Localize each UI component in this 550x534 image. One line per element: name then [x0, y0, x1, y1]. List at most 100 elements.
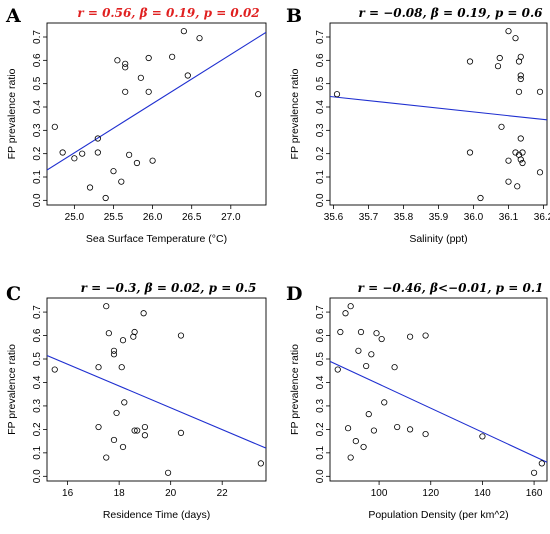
panel-b-data-point [496, 54, 503, 62]
panel-b-x-tick-label: 36.0 [464, 212, 484, 223]
panel-b-x-tick-label: 35.9 [429, 212, 449, 223]
panel-c-data-point [131, 328, 138, 336]
panel-b-x-tick-label: 35.7 [359, 212, 379, 223]
panel-b-data-point [512, 35, 519, 42]
panel-b-data-point [514, 183, 521, 190]
panel-b-x-tick-label: 35.6 [324, 212, 344, 223]
panel-c-data-point [134, 427, 141, 434]
panel-d-y-tick-label: 0.2 [315, 422, 326, 436]
panel-b-y-tick-label: 0.7 [315, 30, 326, 44]
panel-c-letter: C [6, 283, 21, 305]
panel-b-x-tick-label: 35.8 [394, 212, 414, 223]
panel-d-data-point [370, 427, 378, 434]
panel-a-data-point [145, 54, 152, 62]
panel-c-data-point [95, 423, 102, 431]
panel-a-y-tick-label: 0.7 [32, 30, 43, 44]
panel-b-data-point [519, 159, 526, 167]
panel-a-data-point [86, 184, 94, 191]
panel-a-x-tick-label: 25.0 [65, 212, 85, 223]
panel-c-data-point [110, 436, 118, 444]
panel-c-x-tick-label: 16 [62, 488, 74, 499]
panel-b-letter: B [286, 5, 302, 27]
panel-d-data-point [347, 454, 354, 461]
panel-a-x-tick-label: 27.0 [221, 212, 241, 223]
panel-c-data-point [177, 332, 185, 339]
panel-a-data-point [133, 159, 141, 167]
panel-b-y-tick-label: 0.1 [315, 170, 326, 184]
panel-a-y-tick-label: 0.6 [32, 53, 43, 67]
panel-d-y-tick-label: 0.7 [315, 305, 326, 319]
panel-c-data-point [119, 443, 127, 451]
panel-c-data-point [164, 469, 172, 476]
panel-c-y-tick-label: 0.3 [32, 399, 43, 413]
panel-d-y-tick-label: 0.5 [315, 352, 326, 366]
panel-c-y-tick-label: 0.5 [32, 352, 43, 366]
panel-b-data-point [494, 63, 502, 70]
panel-d-data-point [422, 332, 429, 339]
panel-a-y-axis-label: FP prevalence ratio [6, 68, 18, 159]
panel-d-y-tick-label: 0.6 [315, 328, 326, 342]
panel-c-data-point [177, 429, 185, 437]
panel-d-data-point [363, 362, 370, 370]
panel-c-data-point [118, 364, 125, 371]
panel-b-x-axis-label: Salinity (ppt) [409, 233, 467, 245]
panel-b-data-point [515, 88, 523, 95]
panel-a-x-tick-label: 26.5 [182, 212, 202, 223]
panel-d-data-point [406, 426, 414, 433]
panel-b-group: 35.6 35.7 35.8 35.9 36.0 36.1 36.2 0.0 0.1 0.2 0.3… [286, 5, 550, 245]
panel-a-data-point [255, 91, 262, 98]
panel-d-regression-line [330, 360, 547, 463]
panel-b-data-point [466, 58, 474, 65]
panel-b-data-point [505, 178, 512, 185]
panel-b-data-point [498, 123, 505, 130]
panel-c-y-tick-label: 0.6 [32, 328, 43, 342]
panel-b-data-point [466, 149, 474, 156]
panel-c-data-point [119, 337, 127, 344]
panel-b-y-tick-label: 0.6 [315, 53, 326, 67]
panel-c-data-point [131, 427, 138, 434]
panel-d-y-axis-label: FP prevalence ratio [289, 344, 301, 435]
panel-d-data-point [342, 310, 349, 317]
panel-b-plot-frame [329, 22, 548, 206]
panel-a-data-point [122, 60, 129, 67]
panel-a-letter: A [5, 5, 21, 27]
panel-d-stat-text: r = −0.46, β<−0.01, p = 0.1 [358, 281, 544, 295]
panel-c-data-point [110, 347, 118, 354]
panel-c-data-point [51, 366, 58, 373]
panel-b-data-point [517, 72, 524, 79]
panel-c-regression-line [47, 354, 266, 449]
panel-c-data-point [130, 333, 137, 340]
panel-a-y-tick-label: 0.2 [32, 146, 43, 160]
panel-d-y-tick-label: 0.0 [315, 469, 326, 483]
panel-a-data-point [122, 88, 129, 95]
panel-b-x-tick-label: 36.1 [499, 212, 519, 223]
panel-c-data-point [121, 399, 128, 406]
panel-d-plot-frame [329, 297, 548, 482]
panel-a-y-tick-label: 0.4 [32, 100, 43, 114]
panel-c-data-point [95, 364, 102, 371]
panel-d-y-tick-label: 0.4 [315, 375, 326, 389]
panel-c-data-point [141, 423, 149, 431]
panel-a-data-point [94, 149, 101, 156]
panel-b-data-point [477, 194, 484, 202]
panel-c-data-point [113, 409, 120, 417]
panel-a-x-axis-label: Sea Surface Temperature (°C) [86, 233, 227, 245]
panel-c-y-tick-label: 0.7 [32, 305, 43, 319]
panel-a-data-point [137, 74, 144, 81]
panel-a-data-point [79, 150, 86, 157]
panel-d-data-point [530, 469, 538, 476]
panel-b-data-point [517, 156, 524, 163]
panel-a-data-point [118, 178, 125, 185]
panel-d-data-point [378, 335, 385, 343]
panel-d-data-point [394, 423, 401, 431]
panel-d-data-point [347, 303, 354, 310]
panel-c-y-tick-label: 0.1 [32, 445, 43, 459]
panel-d-data-point [344, 425, 352, 432]
panel-a-data-point [102, 194, 109, 202]
panel-c-x-axis-label: Residence Time (days) [103, 509, 210, 521]
panel-a-y-tick-label: 0.5 [32, 76, 43, 90]
panel-a-plot-frame [46, 22, 267, 206]
panel-a-data-point [180, 28, 187, 35]
panel-a-data-point [94, 135, 101, 142]
